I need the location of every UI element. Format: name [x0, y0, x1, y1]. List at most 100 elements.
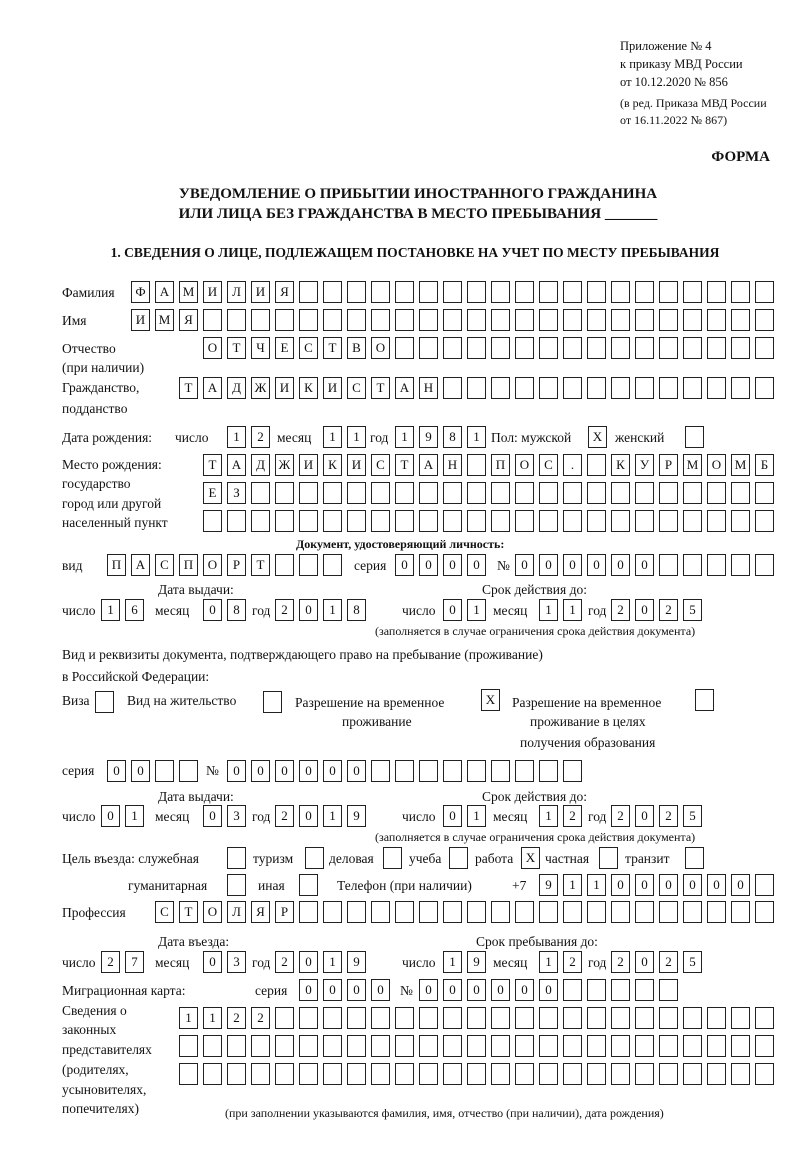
char-cell-birthplace3[interactable]	[251, 510, 270, 532]
char-cell-reps1[interactable]	[467, 1007, 486, 1029]
char-cell-patronymic[interactable]: В	[347, 337, 366, 359]
char-cell-reps1[interactable]	[587, 1007, 606, 1029]
char-cell-birthplace3[interactable]	[371, 510, 390, 532]
char-cell-right-issue-year[interactable]: 9	[347, 805, 366, 827]
char-cell-mc-number[interactable]	[635, 979, 654, 1001]
char-cell-right-series[interactable]: 0	[107, 760, 126, 782]
char-cell-patronymic[interactable]	[491, 337, 510, 359]
char-cell-profession[interactable]	[347, 901, 366, 923]
char-cell-right-number[interactable]: 0	[227, 760, 246, 782]
char-cell-patronymic[interactable]: Ч	[251, 337, 270, 359]
char-cell-stay-day[interactable]: 1	[443, 951, 462, 973]
checkbox-male[interactable]: X	[588, 426, 607, 448]
char-cell-mc-number[interactable]: 0	[443, 979, 462, 1001]
char-cell-birthplace3[interactable]	[227, 510, 246, 532]
checkbox-residence[interactable]	[263, 691, 282, 713]
char-cell-phone[interactable]	[755, 874, 774, 896]
char-cell-reps1[interactable]: 1	[203, 1007, 222, 1029]
char-cell-patronymic[interactable]: О	[371, 337, 390, 359]
char-cell-mc-series[interactable]: 0	[299, 979, 318, 1001]
checkbox-temp-permit-edu[interactable]	[695, 689, 714, 711]
checkbox-p-humanitarian[interactable]	[227, 874, 246, 896]
char-cell-surname[interactable]	[731, 281, 750, 303]
char-cell-reps2[interactable]	[683, 1035, 702, 1057]
char-cell-birthplace1[interactable]: К	[611, 454, 630, 476]
char-cell-birthplace3[interactable]	[491, 510, 510, 532]
char-cell-reps3[interactable]	[491, 1063, 510, 1085]
char-cell-doc-kind[interactable]: П	[107, 554, 126, 576]
char-cell-doc-kind[interactable]	[323, 554, 342, 576]
char-cell-birthplace2[interactable]	[371, 482, 390, 504]
char-cell-profession[interactable]: С	[155, 901, 174, 923]
char-cell-right-number[interactable]	[467, 760, 486, 782]
char-cell-doc-series[interactable]: 0	[395, 554, 414, 576]
char-cell-citizenship[interactable]	[587, 377, 606, 399]
char-cell-reps1[interactable]	[299, 1007, 318, 1029]
char-cell-profession[interactable]	[707, 901, 726, 923]
checkbox-p-work[interactable]: X	[521, 847, 540, 869]
char-cell-patronymic[interactable]	[419, 337, 438, 359]
char-cell-reps2[interactable]	[707, 1035, 726, 1057]
char-cell-citizenship[interactable]	[707, 377, 726, 399]
char-cell-reps3[interactable]	[443, 1063, 462, 1085]
char-cell-mc-number[interactable]	[659, 979, 678, 1001]
char-cell-right-issue-month[interactable]: 3	[227, 805, 246, 827]
char-cell-doc-kind[interactable]: П	[179, 554, 198, 576]
char-cell-citizenship[interactable]	[515, 377, 534, 399]
char-cell-reps3[interactable]	[299, 1063, 318, 1085]
char-cell-mc-number[interactable]	[587, 979, 606, 1001]
char-cell-phone[interactable]: 9	[539, 874, 558, 896]
char-cell-birthplace2[interactable]	[515, 482, 534, 504]
char-cell-right-number[interactable]	[395, 760, 414, 782]
char-cell-name[interactable]	[539, 309, 558, 331]
char-cell-stay-year[interactable]: 2	[659, 951, 678, 973]
char-cell-profession[interactable]	[443, 901, 462, 923]
char-cell-patronymic[interactable]: Т	[323, 337, 342, 359]
char-cell-birthplace2[interactable]	[611, 482, 630, 504]
char-cell-surname[interactable]	[419, 281, 438, 303]
char-cell-name[interactable]: Я	[179, 309, 198, 331]
char-cell-citizenship[interactable]	[443, 377, 462, 399]
char-cell-profession[interactable]	[635, 901, 654, 923]
char-cell-doc-number[interactable]: 0	[635, 554, 654, 576]
char-cell-birth-year[interactable]: 1	[467, 426, 486, 448]
char-cell-birthplace2[interactable]: З	[227, 482, 246, 504]
char-cell-reps1[interactable]	[515, 1007, 534, 1029]
char-cell-profession[interactable]	[395, 901, 414, 923]
char-cell-birthplace2[interactable]	[467, 482, 486, 504]
char-cell-right-valid-year[interactable]: 2	[659, 805, 678, 827]
char-cell-birthplace1[interactable]: Д	[251, 454, 270, 476]
char-cell-reps1[interactable]	[611, 1007, 630, 1029]
char-cell-doc-kind[interactable]: Р	[227, 554, 246, 576]
char-cell-birthplace2[interactable]	[323, 482, 342, 504]
char-cell-name[interactable]	[299, 309, 318, 331]
char-cell-right-valid-year[interactable]: 5	[683, 805, 702, 827]
char-cell-reps2[interactable]	[371, 1035, 390, 1057]
char-cell-name[interactable]	[203, 309, 222, 331]
char-cell-surname[interactable]	[515, 281, 534, 303]
char-cell-reps1[interactable]	[419, 1007, 438, 1029]
char-cell-reps1[interactable]	[323, 1007, 342, 1029]
char-cell-doc-kind[interactable]: О	[203, 554, 222, 576]
char-cell-birthplace3[interactable]	[323, 510, 342, 532]
char-cell-entry-day[interactable]: 7	[125, 951, 144, 973]
char-cell-doc-number[interactable]: 0	[539, 554, 558, 576]
char-cell-birthplace3[interactable]	[395, 510, 414, 532]
char-cell-surname[interactable]: М	[179, 281, 198, 303]
char-cell-reps1[interactable]	[347, 1007, 366, 1029]
char-cell-reps1[interactable]	[731, 1007, 750, 1029]
char-cell-name[interactable]	[371, 309, 390, 331]
checkbox-temp-permit[interactable]: X	[481, 689, 500, 711]
char-cell-surname[interactable]	[467, 281, 486, 303]
char-cell-surname[interactable]: Ф	[131, 281, 150, 303]
char-cell-surname[interactable]	[659, 281, 678, 303]
char-cell-doc-kind[interactable]: А	[131, 554, 150, 576]
char-cell-patronymic[interactable]	[539, 337, 558, 359]
char-cell-reps2[interactable]	[563, 1035, 582, 1057]
char-cell-surname[interactable]	[539, 281, 558, 303]
char-cell-patronymic[interactable]	[467, 337, 486, 359]
char-cell-name[interactable]	[635, 309, 654, 331]
char-cell-mc-series[interactable]: 0	[323, 979, 342, 1001]
char-cell-birthplace3[interactable]	[515, 510, 534, 532]
char-cell-birthplace2[interactable]	[731, 482, 750, 504]
